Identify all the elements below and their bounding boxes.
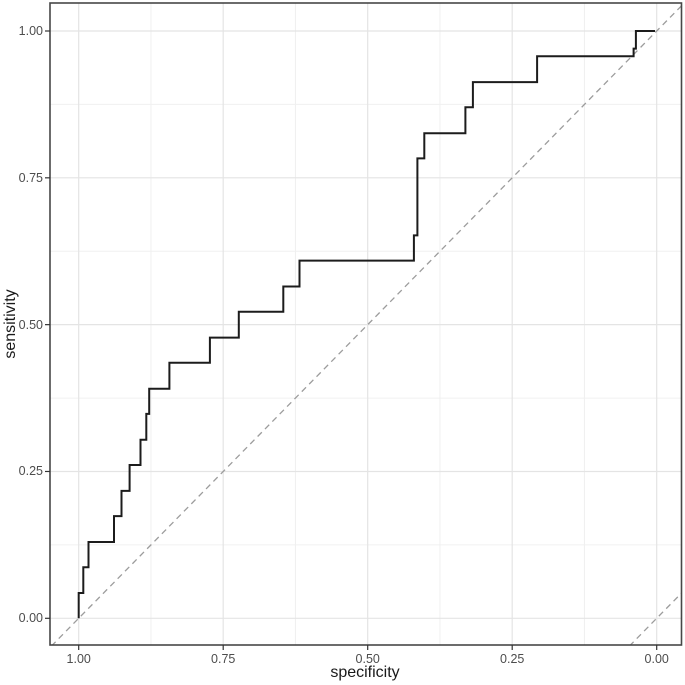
- y-tick-label: 0.00: [18, 611, 43, 626]
- x-tick-label: 0.25: [500, 652, 525, 666]
- y-axis-title: sensitivity: [2, 289, 19, 359]
- panel-background: [50, 3, 682, 645]
- corner-diagonal-line: [629, 592, 682, 645]
- x-tick-label: 0.00: [644, 652, 669, 666]
- x-axis-title: specificity: [330, 664, 400, 681]
- panel-border: [49, 2, 683, 646]
- chance-line-line: [51, 4, 682, 645]
- x-tick-label: 0.75: [211, 652, 236, 666]
- y-tick-label: 0.25: [18, 464, 43, 479]
- x-tick-label: 0.50: [355, 652, 380, 666]
- y-tick-label: 1.00: [18, 24, 43, 38]
- y-tick-label: 0.75: [18, 170, 43, 185]
- roc-curve-path: [77, 30, 655, 619]
- y-tick-label: 0.50: [18, 317, 43, 332]
- x-tick-label: 1.00: [66, 652, 91, 666]
